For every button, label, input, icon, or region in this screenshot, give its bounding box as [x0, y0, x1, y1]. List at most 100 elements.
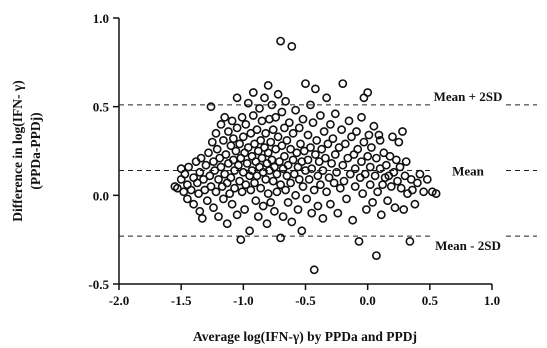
data-point [215, 153, 225, 163]
data-point [288, 128, 298, 138]
data-point [376, 210, 386, 220]
data-point [243, 98, 253, 108]
data-point [343, 153, 353, 163]
data-point [328, 134, 338, 143]
data-point [298, 114, 308, 124]
data-point [279, 123, 289, 133]
data-point [337, 125, 346, 135]
data-point [327, 158, 336, 168]
data-point [268, 176, 278, 186]
data-point [315, 111, 325, 120]
y-tick-label: 0.5 [93, 100, 110, 115]
data-point [276, 233, 285, 243]
data-point [225, 189, 235, 198]
data-point [287, 217, 297, 227]
data-point [303, 155, 313, 165]
data-point [338, 79, 348, 88]
data-point [373, 187, 382, 197]
data-point [268, 125, 278, 135]
data-point [276, 180, 285, 190]
data-point [350, 164, 360, 174]
data-point [230, 183, 239, 193]
data-point [195, 206, 205, 216]
data-point [354, 236, 364, 246]
data-point [319, 127, 329, 136]
data-point [195, 167, 205, 177]
data-point [288, 155, 298, 165]
data-point [241, 120, 251, 129]
y-axis-title-line2: (PPDa-PPDj) [28, 112, 43, 189]
data-point [216, 162, 226, 172]
data-point [291, 105, 300, 115]
data-point [371, 251, 381, 260]
data-point [279, 151, 289, 161]
data-point [214, 212, 223, 221]
data-point [287, 42, 297, 51]
data-point [333, 208, 343, 218]
data-point [204, 148, 213, 158]
y-tick-label: 1.0 [93, 11, 109, 26]
data-point [339, 176, 349, 186]
ticks: -2.0 -1.5 -1.0 -0.5 0.0 0.5 1.0 -0.5 0.0 0.5 1.0 [88, 11, 500, 308]
data-point [412, 178, 422, 188]
data-point [310, 84, 320, 94]
data-point [398, 127, 407, 136]
data-point [211, 187, 221, 197]
data-point [364, 130, 374, 140]
data-point [304, 174, 314, 184]
data-point [313, 171, 323, 181]
data-point [366, 143, 376, 152]
data-point [391, 155, 401, 165]
data-point [381, 160, 391, 170]
data-point [210, 166, 220, 175]
data-point [330, 150, 340, 159]
data-point [390, 203, 400, 213]
data-point [386, 182, 396, 191]
data-point [261, 128, 271, 138]
data-point [313, 201, 323, 211]
data-point [212, 144, 222, 154]
data-point [365, 162, 375, 172]
data-point [266, 137, 276, 147]
data-point [347, 132, 356, 142]
data-point [307, 164, 317, 174]
data-point [272, 187, 282, 197]
data-point [248, 111, 258, 120]
data-point [318, 166, 328, 175]
data-point [257, 153, 267, 163]
data-point [368, 197, 377, 207]
data-point [323, 139, 333, 149]
data-point [227, 116, 237, 126]
data-point [221, 150, 231, 159]
data-point [250, 178, 259, 188]
data-point [235, 176, 244, 186]
data-point [360, 169, 370, 179]
data-point [196, 153, 206, 163]
data-point [197, 213, 207, 223]
data-point [324, 173, 334, 182]
data-point [271, 112, 281, 122]
data-point [322, 187, 331, 197]
data-point [363, 151, 373, 161]
data-point [393, 176, 402, 186]
data-point [365, 180, 375, 190]
data-point [329, 178, 339, 188]
data-point [345, 169, 355, 179]
data-point [415, 169, 425, 179]
data-point [318, 213, 328, 223]
x-tick-label: -1.5 [171, 293, 192, 308]
data-point [309, 185, 319, 195]
x-tick-label: 1.0 [484, 293, 500, 308]
data-point [363, 88, 373, 97]
data-point [422, 174, 432, 184]
data-point [302, 194, 312, 204]
data-point [246, 185, 256, 195]
data-point [242, 158, 252, 168]
data-point [256, 135, 266, 145]
data-point [272, 169, 282, 179]
data-point [277, 141, 287, 151]
data-point [232, 210, 242, 220]
data-point [227, 199, 237, 209]
data-point [297, 226, 307, 236]
